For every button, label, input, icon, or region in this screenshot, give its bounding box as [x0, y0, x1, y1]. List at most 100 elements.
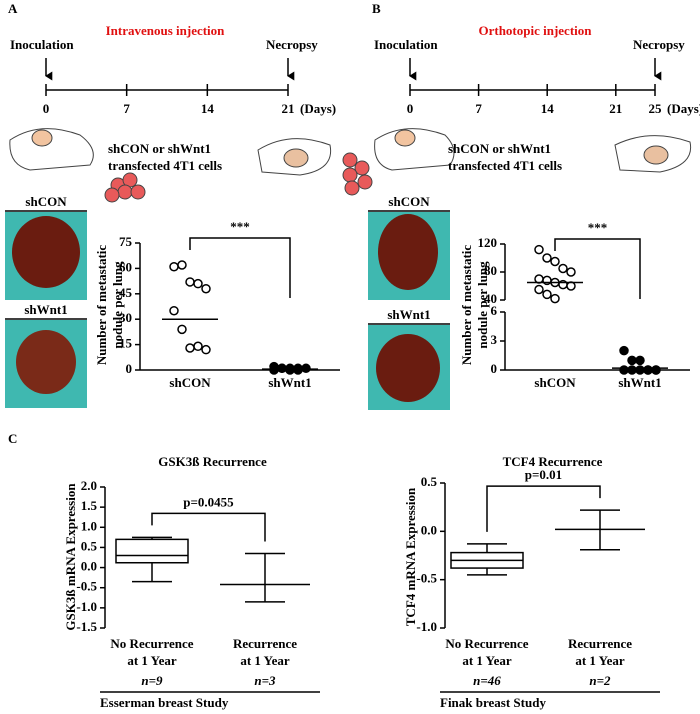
- data-point: [285, 365, 295, 375]
- y-tick-label: -1.0: [76, 599, 97, 614]
- day-label: 14: [541, 101, 555, 116]
- y-tick-label: 60: [119, 259, 132, 274]
- data-point: [277, 363, 287, 374]
- data-point: [193, 278, 203, 289]
- panel-label: C: [8, 431, 17, 446]
- y-tick-label: 0.0: [81, 559, 97, 574]
- cells-label: transfected 4T1 cells: [108, 158, 222, 173]
- y-tick-label: 0: [126, 361, 133, 376]
- data-point: [177, 260, 187, 270]
- day-unit: (Days): [667, 101, 700, 116]
- data-point: [169, 261, 179, 272]
- data-point: [193, 341, 203, 352]
- x-tick-label: No Recurrence: [445, 636, 528, 651]
- n-label: n=9: [141, 673, 163, 688]
- y-tick-label: 30: [119, 310, 132, 325]
- y-axis-label: TCF4 mRNA Expression: [403, 487, 418, 626]
- x-tick-label: at 1 Year: [127, 653, 177, 668]
- data-point: [566, 267, 576, 277]
- day-label: 7: [475, 101, 482, 116]
- day-label: 7: [123, 101, 130, 116]
- data-point: [542, 289, 552, 300]
- x-tick-label: shWnt1: [268, 375, 311, 390]
- y-tick-label: -0.5: [76, 579, 97, 594]
- y-tick-label: 6: [491, 303, 498, 318]
- lung-photos: [5, 210, 450, 410]
- start-label: Inoculation: [374, 37, 438, 52]
- y-tick-label: 45: [119, 285, 133, 300]
- y-tick-label: 120: [478, 235, 498, 250]
- x-tick-label: shCON: [534, 375, 576, 390]
- study-label: Finak breast Study: [440, 695, 546, 710]
- day-unit: (Days): [300, 101, 336, 116]
- x-tick-label: at 1 Year: [575, 653, 625, 668]
- y-tick-label: -0.5: [416, 571, 437, 586]
- annotation: ***: [588, 220, 608, 235]
- data-point: [635, 365, 645, 375]
- chart-title: TCF4 Recurrence: [503, 454, 603, 469]
- illustration: [9, 128, 692, 203]
- data-point: [185, 343, 195, 353]
- day-label: 21: [282, 101, 295, 116]
- n-label: n=2: [589, 673, 611, 688]
- data-point: [627, 365, 637, 375]
- photo-label: shWnt1: [387, 307, 430, 322]
- data-point: [651, 365, 661, 375]
- data-point: [534, 244, 544, 255]
- data-point: [534, 284, 544, 295]
- y-axis-label: Number of metastatic: [459, 245, 474, 366]
- x-tick-label: Recurrence: [568, 636, 632, 651]
- data-point: [550, 293, 560, 304]
- y-tick-label: 0.5: [421, 474, 438, 489]
- n-label: n=3: [254, 673, 276, 688]
- timeline-title: Intravenous injection: [106, 23, 226, 38]
- data-point: [635, 355, 645, 366]
- y-tick-label: 15: [119, 336, 133, 351]
- y-axis-label: Number of metastatic: [94, 245, 109, 366]
- y-tick-label: 1.5: [81, 498, 98, 513]
- cells-label: shCON or shWnt1: [448, 141, 551, 156]
- y-axis-label: nodule per lung: [110, 261, 125, 349]
- data-point: [177, 324, 187, 335]
- timeline-title: Orthotopic injection: [478, 23, 592, 38]
- start-label: Inoculation: [10, 37, 74, 52]
- end-label: Necropsy: [266, 37, 318, 52]
- y-tick-label: 0.5: [81, 538, 98, 553]
- box: [115, 538, 189, 564]
- y-tick-label: -1.5: [76, 619, 97, 634]
- data-point: [301, 363, 311, 374]
- y-tick-label: 40: [484, 291, 497, 306]
- y-tick-label: 0.0: [421, 522, 437, 537]
- y-tick-label: 3: [491, 332, 498, 347]
- day-label: 0: [43, 101, 50, 116]
- y-tick-label: 75: [119, 234, 133, 249]
- sig-bracket: [189, 237, 291, 298]
- cells-label: shCON or shWnt1: [108, 141, 211, 156]
- n-label: n=46: [473, 673, 501, 688]
- day-label: 14: [201, 101, 215, 116]
- sig-bracket: [151, 512, 266, 542]
- y-axis-label: GSK3ß mRNA Expression: [63, 483, 78, 631]
- data-point: [185, 277, 195, 287]
- y-axis-label: nodule per lung: [475, 261, 490, 349]
- sig-bracket: [554, 238, 641, 299]
- data-point: [627, 355, 637, 366]
- annotation: p=0.0455: [183, 494, 234, 509]
- y-tick-label: 1.0: [81, 518, 97, 533]
- panel-label: B: [372, 1, 381, 16]
- photo-label: shCON: [25, 194, 67, 209]
- data-point: [169, 305, 179, 316]
- data-point: [542, 253, 552, 263]
- y-tick-label: 80: [484, 263, 497, 278]
- data-point: [643, 365, 653, 375]
- photo-label: shWnt1: [24, 302, 67, 317]
- data-point: [293, 363, 303, 374]
- panel-label: A: [8, 1, 18, 16]
- x-tick-label: at 1 Year: [240, 653, 290, 668]
- chart-title: GSK3ß Recurrence: [158, 454, 267, 469]
- x-tick-label: shCON: [169, 375, 211, 390]
- end-label: Necropsy: [633, 37, 685, 52]
- data-point: [201, 283, 211, 294]
- study-label: Esserman breast Study: [100, 695, 229, 710]
